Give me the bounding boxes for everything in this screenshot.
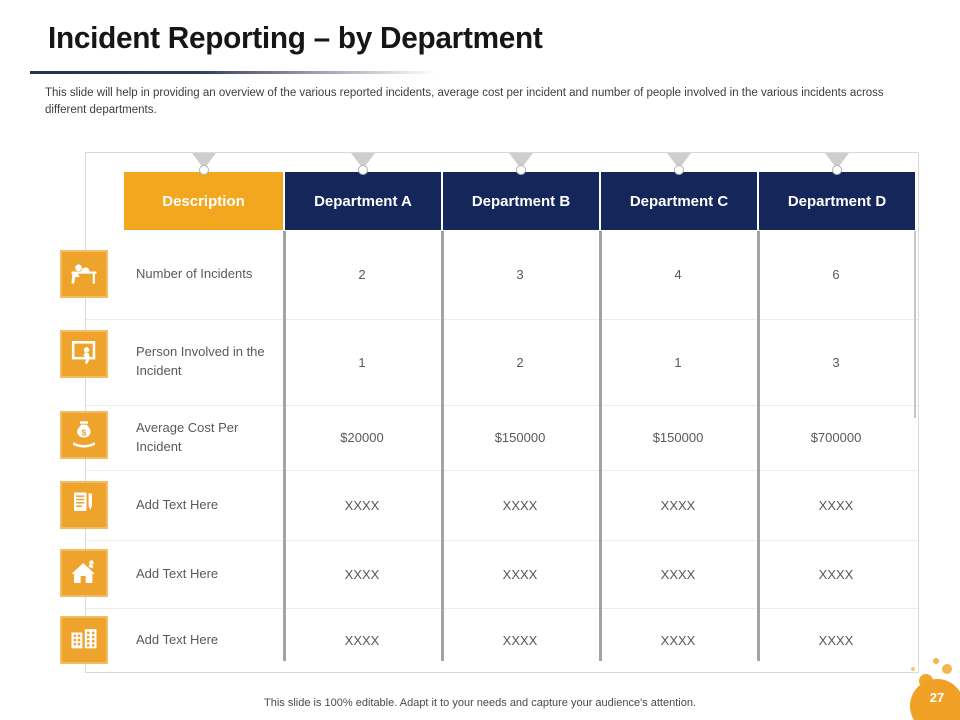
table-cell: 1 xyxy=(599,319,757,405)
table-cell: XXXX xyxy=(283,540,441,608)
table-cell: XXXX xyxy=(757,540,915,608)
hanger-pin-dot xyxy=(516,165,526,175)
table-cell: XXXX xyxy=(283,470,441,540)
table-body: Number of Incidents 2 3 4 6 Person Invol… xyxy=(124,230,915,673)
document-pencil-icon xyxy=(60,481,108,529)
slide: Incident Reporting – by Department This … xyxy=(0,0,960,720)
row-label: Number of Incidents xyxy=(124,230,283,319)
decor-dot xyxy=(933,658,939,664)
row-label: Person Involved in the Incident xyxy=(124,319,283,405)
column-header-description: Description xyxy=(124,172,283,230)
page-title: Incident Reporting – by Department xyxy=(48,20,543,56)
table-cell: XXXX xyxy=(757,470,915,540)
column-header-department-d: Department D xyxy=(759,172,915,230)
money-in-hand-icon: $ xyxy=(60,411,108,459)
person-exit-window-icon xyxy=(60,330,108,378)
column-divider xyxy=(914,231,916,418)
row-label: Add Text Here xyxy=(124,540,283,608)
page-number-badge: 27 xyxy=(910,679,960,720)
house-icon xyxy=(60,549,108,597)
decor-dot xyxy=(942,664,952,674)
table-cell: 2 xyxy=(283,230,441,319)
table-cell: $150000 xyxy=(441,405,599,470)
footer-note: This slide is 100% editable. Adapt it to… xyxy=(0,697,960,709)
column-divider xyxy=(599,231,602,661)
svg-text:$: $ xyxy=(82,427,87,437)
table-cell: 3 xyxy=(757,319,915,405)
table-cell: XXXX xyxy=(441,470,599,540)
person-at-desk-icon xyxy=(60,250,108,298)
hanger-pin-dot xyxy=(199,165,209,175)
table-cell: 2 xyxy=(441,319,599,405)
row-label: Add Text Here xyxy=(124,470,283,540)
hanger-pin-dot xyxy=(674,165,684,175)
row-label: Average Cost Per Incident xyxy=(124,405,283,470)
slide-description: This slide will help in providing an ove… xyxy=(45,85,913,118)
column-header-department-c: Department C xyxy=(601,172,757,230)
table-cell: XXXX xyxy=(599,470,757,540)
table-cell: XXXX xyxy=(599,540,757,608)
column-header-department-b: Department B xyxy=(443,172,599,230)
table-cell: XXXX xyxy=(283,608,441,673)
table-cell: XXXX xyxy=(757,608,915,673)
page-number: 27 xyxy=(930,690,944,705)
buildings-icon xyxy=(60,616,108,664)
column-divider xyxy=(283,231,286,661)
hanger-pin-dot xyxy=(832,165,842,175)
table-cell: 4 xyxy=(599,230,757,319)
table-cell: $20000 xyxy=(283,405,441,470)
column-header-department-a: Department A xyxy=(285,172,441,230)
table-cell: $700000 xyxy=(757,405,915,470)
table-cell: XXXX xyxy=(441,540,599,608)
hanger-pin-dot xyxy=(358,165,368,175)
title-underline xyxy=(30,71,444,74)
table-cell: XXXX xyxy=(599,608,757,673)
table-cell: 6 xyxy=(757,230,915,319)
column-divider xyxy=(441,231,444,661)
table-cell: 3 xyxy=(441,230,599,319)
table-cell: XXXX xyxy=(441,608,599,673)
table-cell: $150000 xyxy=(599,405,757,470)
table-cell: 1 xyxy=(283,319,441,405)
column-divider xyxy=(757,231,760,661)
row-label: Add Text Here xyxy=(124,608,283,673)
